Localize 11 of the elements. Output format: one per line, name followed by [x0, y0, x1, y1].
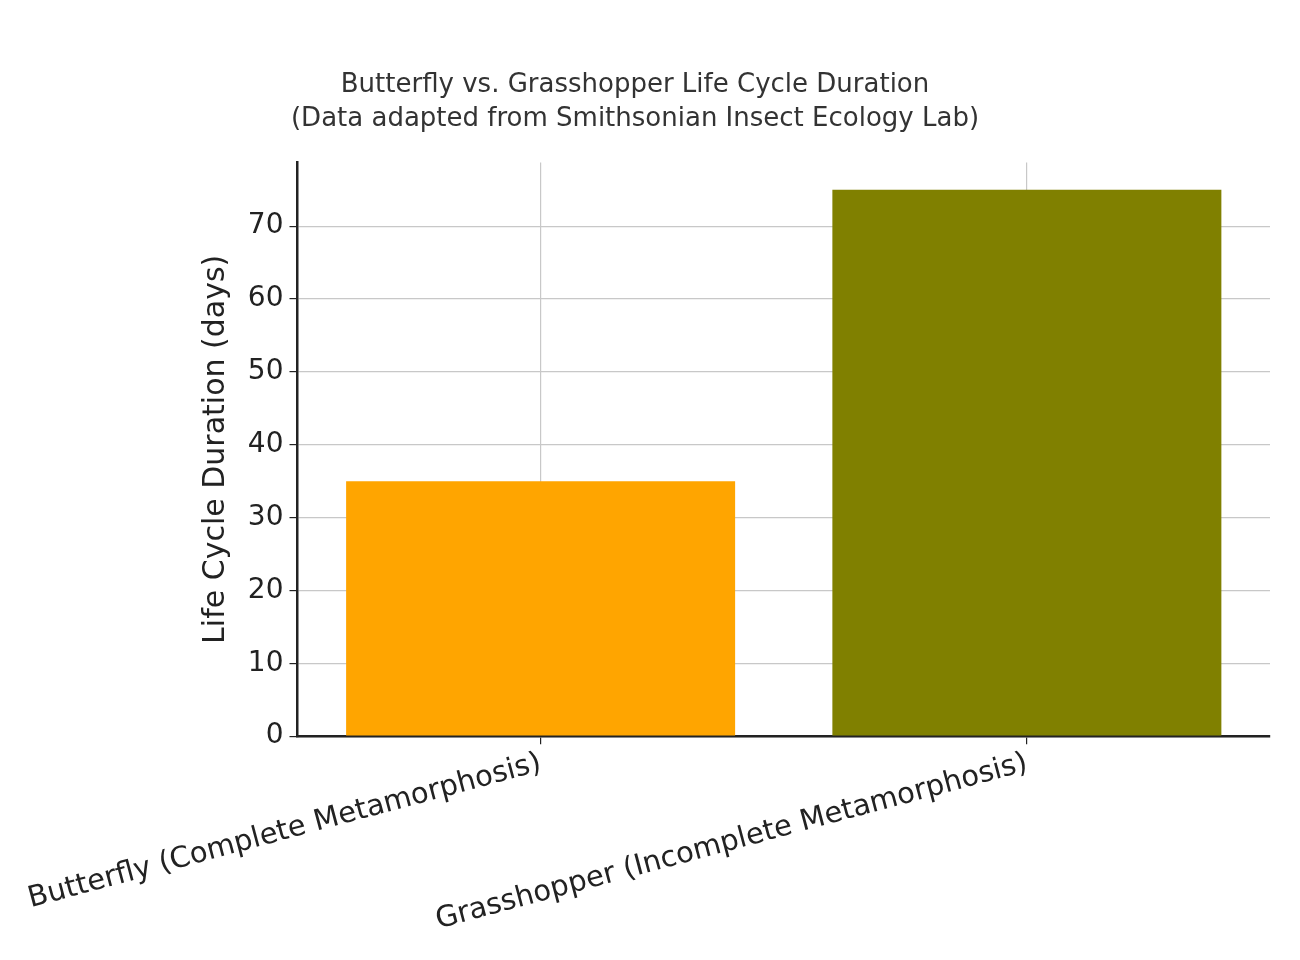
y-tick-label: 60 [247, 280, 284, 314]
y-tick-label: 30 [247, 498, 284, 532]
y-axis-title: Life Cycle Duration (days) [195, 254, 231, 644]
y-tick-label: 20 [247, 571, 284, 605]
chart-subtitle: (Data adapted from Smithsonian Insect Ecology Lab) [290, 101, 980, 132]
y-tick-label: 50 [247, 353, 284, 387]
y-tick-label: 40 [247, 426, 284, 460]
y-tick-label: 70 [247, 207, 284, 241]
chart-title: Butterfly vs. Grasshopper Life Cycle Duration [340, 68, 930, 99]
y-tick-label: 0 [265, 717, 284, 751]
y-tick-label: 10 [247, 644, 284, 678]
